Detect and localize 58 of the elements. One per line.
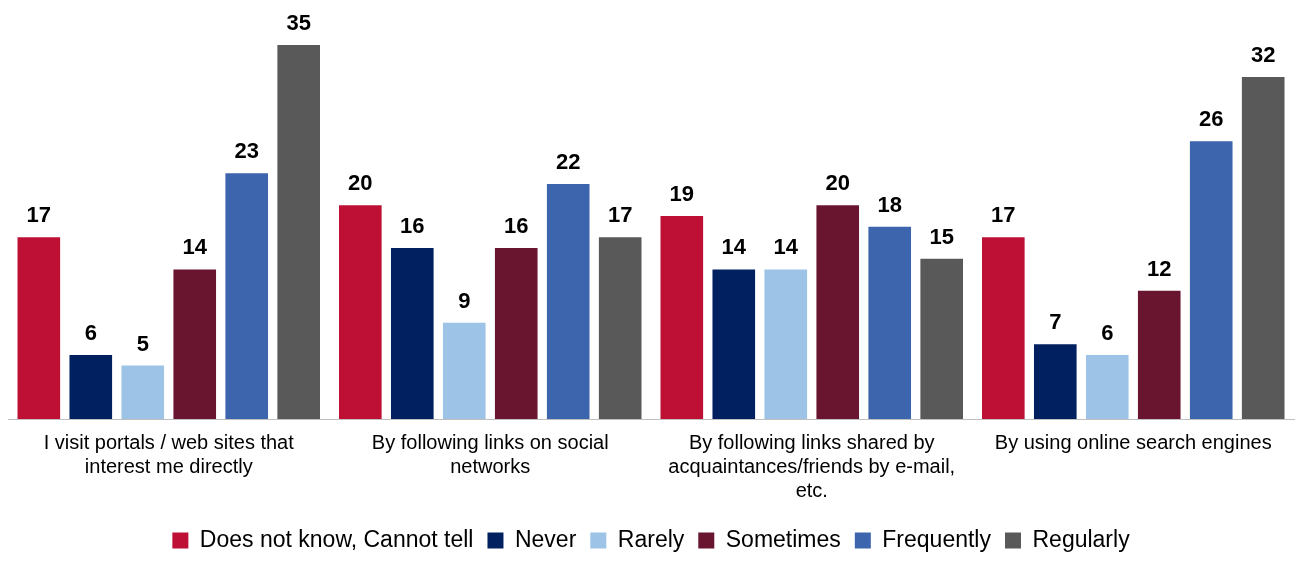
bar	[494, 248, 538, 419]
data-label: 16	[400, 213, 425, 239]
bar	[390, 248, 434, 419]
data-label: 12	[1147, 255, 1172, 281]
bar	[920, 258, 963, 419]
legend-label: Sometimes	[725, 525, 841, 552]
bar	[982, 237, 1025, 419]
bar	[1033, 344, 1077, 419]
data-label: 26	[1198, 106, 1224, 132]
data-label: 22	[555, 148, 581, 174]
data-label: 14	[182, 234, 208, 260]
data-label: 6	[1101, 319, 1114, 345]
bar	[660, 215, 704, 419]
data-label: 17	[26, 202, 52, 228]
data-label: 18	[877, 191, 902, 217]
data-label: 17	[607, 202, 633, 228]
data-label: 5	[136, 330, 149, 356]
legend-label: Regularly	[1032, 525, 1131, 552]
bar	[121, 365, 165, 419]
bar	[1085, 354, 1129, 419]
bar	[277, 45, 320, 419]
legend-label: Frequently	[882, 525, 992, 552]
legend-label: Never	[514, 525, 577, 552]
data-label: 14	[773, 234, 799, 260]
bar	[764, 269, 808, 419]
data-label: 20	[825, 170, 850, 196]
bar	[1241, 77, 1285, 419]
bar	[1137, 290, 1181, 419]
data-label: 14	[721, 234, 747, 260]
legend-label: Rarely	[617, 525, 685, 552]
data-label: 7	[1049, 309, 1062, 335]
x-tick-label: By following links on social networks	[371, 430, 609, 477]
bar	[712, 269, 756, 419]
data-label: 20	[348, 170, 373, 196]
bar	[598, 237, 642, 419]
bar	[225, 173, 269, 419]
bar	[816, 205, 860, 419]
x-tick-label: By following links shared by acquaintances/friends by e-mail, etc.	[668, 430, 956, 501]
bar	[1189, 141, 1233, 419]
data-label: 23	[234, 138, 259, 164]
data-label: 6	[84, 319, 97, 345]
data-label: 15	[929, 223, 954, 249]
legend-label: Does not know, Cannot tell	[199, 525, 474, 552]
data-label: 19	[669, 181, 695, 207]
x-tick-label: I visit portals / web sites that interest me directly	[43, 430, 295, 477]
bar	[546, 183, 590, 419]
bar	[17, 237, 61, 419]
data-label: 17	[991, 202, 1016, 228]
data-label: 9	[458, 287, 471, 313]
bar	[442, 322, 486, 419]
x-tick-label: By using online search engines	[994, 430, 1272, 453]
data-label: 16	[504, 213, 529, 239]
data-label: 35	[286, 10, 311, 36]
bar	[173, 269, 217, 419]
bar	[868, 226, 912, 419]
bar	[69, 354, 113, 419]
bar	[339, 205, 382, 419]
data-label: 32	[1250, 42, 1276, 68]
